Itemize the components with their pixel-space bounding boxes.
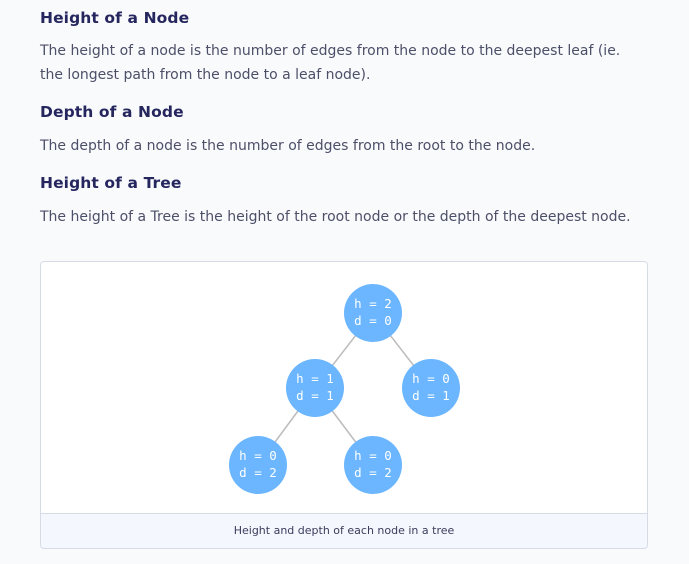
node-h-label: h = 2 xyxy=(354,296,392,311)
paragraph-height-of-node: The height of a node is the number of ed… xyxy=(40,43,621,83)
figure-caption: Height and depth of each node in a tree xyxy=(41,513,647,548)
tree-node-left-right: h = 0 d = 2 xyxy=(344,436,402,494)
node-circle xyxy=(229,436,287,494)
node-circle xyxy=(344,436,402,494)
tree-node-left: h = 1 d = 1 xyxy=(286,359,344,417)
node-d-label: d = 2 xyxy=(354,465,392,480)
paragraph-depth-of-node: The depth of a node is the number of edg… xyxy=(40,138,536,154)
node-d-label: d = 0 xyxy=(354,313,392,328)
heading-height-of-tree: Height of a Tree xyxy=(40,174,182,192)
node-h-label: h = 0 xyxy=(412,371,450,386)
heading-depth-of-node: Depth of a Node xyxy=(40,103,184,121)
node-circle xyxy=(344,284,402,342)
node-circle xyxy=(286,359,344,417)
heading-height-of-node: Height of a Node xyxy=(40,9,190,27)
tree-node-root: h = 2 d = 0 xyxy=(344,284,402,342)
tree-figure: h = 2 d = 0 h = 1 d = 1 h = 0 d = 1 h = … xyxy=(40,261,648,549)
node-h-label: h = 0 xyxy=(354,448,392,463)
tree-diagram: h = 2 d = 0 h = 1 d = 1 h = 0 d = 1 h = … xyxy=(229,284,460,494)
node-circle xyxy=(402,359,460,417)
node-h-label: h = 0 xyxy=(239,448,277,463)
tree-node-right: h = 0 d = 1 xyxy=(402,359,460,417)
paragraph-height-of-tree: The height of a Tree is the height of th… xyxy=(40,209,631,225)
node-h-label: h = 1 xyxy=(296,371,334,386)
node-d-label: d = 1 xyxy=(412,388,450,403)
node-d-label: d = 1 xyxy=(296,388,334,403)
tree-node-left-left: h = 0 d = 2 xyxy=(229,436,287,494)
node-d-label: d = 2 xyxy=(239,465,277,480)
